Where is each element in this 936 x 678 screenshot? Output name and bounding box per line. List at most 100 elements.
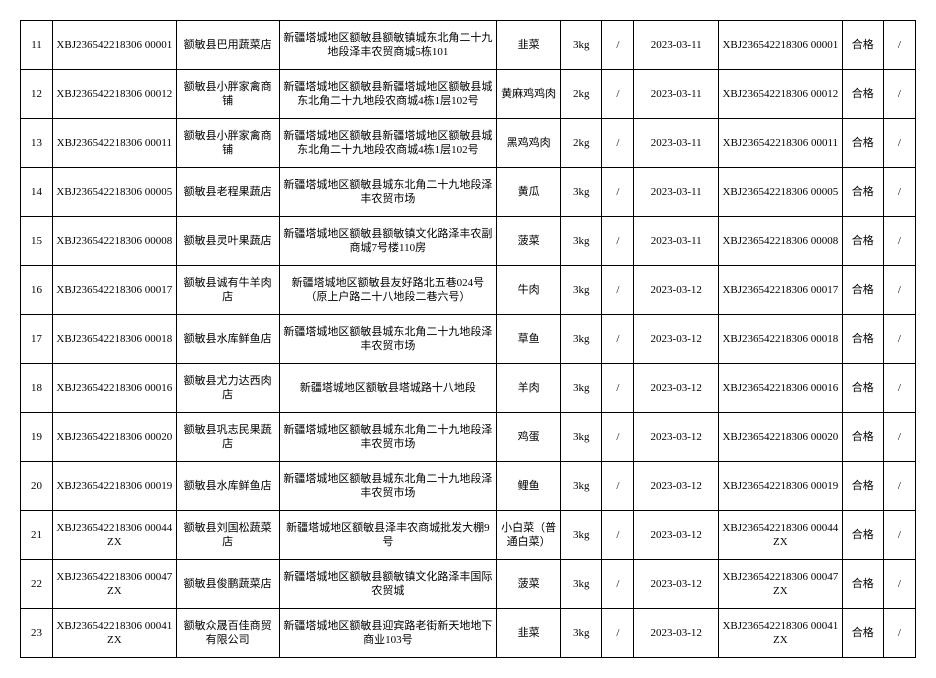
sample-code-2: XBJ236542218306 00011 [719,119,843,168]
shop-address: 新疆塔城地区额敏县迎宾路老街新天地地下商业103号 [279,609,496,658]
result: 合格 [842,560,883,609]
slash-col-2: / [883,217,915,266]
sample-code-2: XBJ236542218306 00012 [719,70,843,119]
shop-name: 额敏县俊鹏蔬菜店 [176,560,279,609]
slash-col: / [602,168,634,217]
sample-code-2: XBJ236542218306 00018 [719,315,843,364]
sample-code: XBJ236542218306 00041ZX [53,609,177,658]
slash-col-2: / [883,462,915,511]
table-row: 15XBJ236542218306 00008额敏县灵叶果蔬店新疆塔城地区额敏县… [21,217,916,266]
table-row: 14XBJ236542218306 00005额敏县老程果蔬店新疆塔城地区额敏县… [21,168,916,217]
weight: 3kg [561,364,602,413]
row-index: 23 [21,609,53,658]
item-name: 羊肉 [497,364,561,413]
slash-col: / [602,315,634,364]
table-row: 18XBJ236542218306 00016额敏县尤力达西肉店新疆塔城地区额敏… [21,364,916,413]
sample-code: XBJ236542218306 00017 [53,266,177,315]
result: 合格 [842,462,883,511]
shop-name: 额敏县巴用蔬菜店 [176,21,279,70]
item-name: 菠菜 [497,217,561,266]
table-row: 11XBJ236542218306 00001额敏县巴用蔬菜店新疆塔城地区额敏县… [21,21,916,70]
sample-code: XBJ236542218306 00020 [53,413,177,462]
sample-code-2: XBJ236542218306 00019 [719,462,843,511]
item-name: 韭菜 [497,21,561,70]
shop-address: 新疆塔城地区额敏县友好路北五巷024号（原上户路二十八地段二巷六号） [279,266,496,315]
item-name: 鸡蛋 [497,413,561,462]
sample-date: 2023-03-11 [634,168,719,217]
weight: 2kg [561,119,602,168]
sample-date: 2023-03-12 [634,315,719,364]
table-row: 19XBJ236542218306 00020额敏县巩志民果蔬店新疆塔城地区额敏… [21,413,916,462]
slash-col: / [602,266,634,315]
result: 合格 [842,119,883,168]
weight: 3kg [561,217,602,266]
item-name: 黑鸡鸡肉 [497,119,561,168]
sample-date: 2023-03-11 [634,70,719,119]
shop-address: 新疆塔城地区额敏县新疆塔城地区额敏县城东北角二十九地段农商城4栋1层102号 [279,70,496,119]
table-row: 12 XBJ236542218306 00012 额敏县小胖家禽商铺新疆塔城地区额敏… [21,70,916,119]
sample-code-2: XBJ236542218306 00016 [719,364,843,413]
table-row: 23XBJ236542218306 00041ZX额敏众晟百佳商贸有限公司新疆塔… [21,609,916,658]
row-index: 18 [21,364,53,413]
row-index: 12 [21,70,53,119]
result: 合格 [842,21,883,70]
sample-date: 2023-03-12 [634,462,719,511]
item-name: 韭菜 [497,609,561,658]
row-index: 22 [21,560,53,609]
item-name: 草鱼 [497,315,561,364]
row-index: 19 [21,413,53,462]
sample-code: XBJ236542218306 00016 [53,364,177,413]
sample-code-2: XBJ236542218306 00020 [719,413,843,462]
shop-name: 额敏县尤力达西肉店 [176,364,279,413]
shop-address: 新疆塔城地区额敏县泽丰农商城批发大棚9号 [279,511,496,560]
table-row: 17XBJ236542218306 00018额敏县水库鲜鱼店新疆塔城地区额敏县… [21,315,916,364]
weight: 3kg [561,560,602,609]
row-index: 15 [21,217,53,266]
weight: 3kg [561,315,602,364]
slash-col-2: / [883,21,915,70]
sample-date: 2023-03-12 [634,413,719,462]
slash-col: / [602,560,634,609]
sample-date: 2023-03-11 [634,119,719,168]
row-index: 20 [21,462,53,511]
shop-name: 额敏县水库鲜鱼店 [176,315,279,364]
sample-code: XBJ236542218306 00008 [53,217,177,266]
sample-code: XBJ236542218306 00047ZX [53,560,177,609]
item-name: 黄麻鸡鸡肉 [497,70,561,119]
row-index: 16 [21,266,53,315]
inspection-table: 11XBJ236542218306 00001额敏县巴用蔬菜店新疆塔城地区额敏县… [20,20,916,658]
shop-name: 额敏县刘国松蔬菜店 [176,511,279,560]
sample-code-2: XBJ236542218306 00008 [719,217,843,266]
item-name: 牛肉 [497,266,561,315]
sample-code: XBJ236542218306 00001 [53,21,177,70]
sample-date: 2023-03-12 [634,609,719,658]
slash-col: / [602,217,634,266]
slash-col-2: / [883,70,915,119]
result: 合格 [842,70,883,119]
shop-name: 额敏县小胖家禽商铺 [176,70,279,119]
shop-address: 新疆塔城地区额敏县额敏镇文化路泽丰农副商城7号楼110房 [279,217,496,266]
weight: 3kg [561,21,602,70]
shop-address: 新疆塔城地区额敏县额敏镇文化路泽丰国际农贸城 [279,560,496,609]
slash-col: / [602,609,634,658]
shop-name: 额敏众晟百佳商贸有限公司 [176,609,279,658]
slash-col: / [602,364,634,413]
sample-code: XBJ236542218306 00019 [53,462,177,511]
shop-name: 额敏县老程果蔬店 [176,168,279,217]
result: 合格 [842,168,883,217]
item-name: 菠菜 [497,560,561,609]
result: 合格 [842,315,883,364]
row-index: 14 [21,168,53,217]
table-row: 13XBJ236542218306 00011额敏县小胖家禽商铺新疆塔城地区额敏… [21,119,916,168]
sample-code: XBJ236542218306 00044ZX [53,511,177,560]
shop-address: 新疆塔城地区额敏县城东北角二十九地段泽丰农贸市场 [279,315,496,364]
slash-col-2: / [883,413,915,462]
sample-code: XBJ236542218306 00018 [53,315,177,364]
weight: 3kg [561,413,602,462]
sample-code-2: XBJ236542218306 00005 [719,168,843,217]
weight: 3kg [561,462,602,511]
slash-col-2: / [883,560,915,609]
slash-col-2: / [883,609,915,658]
weight: 3kg [561,609,602,658]
result: 合格 [842,217,883,266]
